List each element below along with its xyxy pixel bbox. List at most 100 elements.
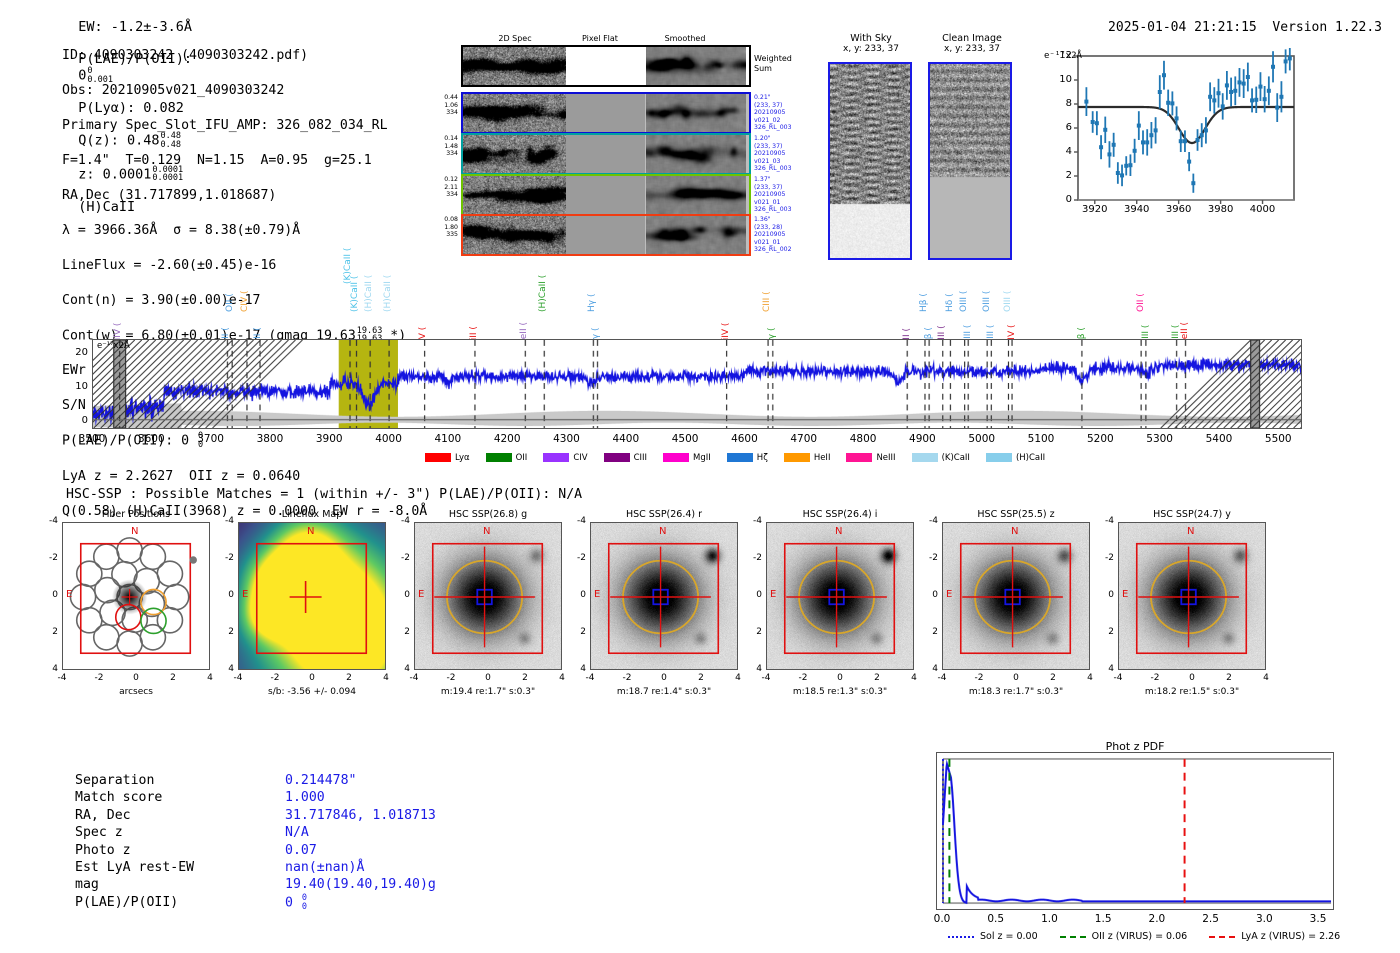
- spec2d-title-2dspec: 2D Spec: [498, 34, 532, 43]
- cutout-xtick: 2: [1226, 673, 1232, 683]
- cutout-caption: m:18.5 re:1.3" s:0.3": [792, 687, 888, 697]
- match-label: Spec z: [75, 825, 123, 841]
- compass-east: E: [594, 589, 601, 600]
- header-z-label: z: 0.0001: [78, 166, 152, 183]
- table-row: RA, Dec 31.717846, 1.018713: [75, 807, 436, 824]
- cutout-image: [590, 522, 738, 670]
- compass-north: N: [131, 526, 139, 537]
- cutout-ytick: -2: [225, 553, 234, 563]
- cutout-xtick: 2: [346, 673, 352, 683]
- cutout-ytick: -4: [577, 516, 586, 526]
- clean-image-coords: x, y: 233, 37: [944, 44, 1000, 54]
- spec2d-title-pixelflat: Pixel Flat: [582, 34, 618, 43]
- line-profile-ytick: 4: [1065, 146, 1072, 157]
- match-value: 31.717846, 1.018713: [285, 807, 436, 823]
- spec2d-row-right-label: 1.36" (233, 28) 20210905 v021_01 326_RL_…: [754, 216, 792, 254]
- table-row: Separation 0.214478": [75, 772, 436, 789]
- clean-image-image: [928, 62, 1012, 260]
- cutout-xtick: 4: [1087, 673, 1093, 683]
- info-line-primary-spec: Primary Spec_Slot_IFU_AMP: 326_082_034_R…: [62, 118, 388, 134]
- cutout-ytick: 4: [1108, 664, 1114, 674]
- match-label: Est LyA rest-EW: [75, 860, 195, 876]
- info-line-contn: Cont(n) = 3.90(±0.00)e-17: [62, 292, 261, 308]
- photz-xtick: 3.0: [1255, 913, 1273, 925]
- cutout-caption: arcsecs: [119, 687, 153, 697]
- line-profile-units: e⁻¹⁷x2Å: [1044, 51, 1082, 61]
- with-sky-coords: x, y: 233, 37: [843, 44, 899, 54]
- cutout-xtick: 0: [837, 673, 843, 683]
- cutout-ytick: 0: [756, 590, 762, 600]
- line-profile-xtick: 3920: [1082, 204, 1108, 215]
- cutout-ytick: -4: [929, 516, 938, 526]
- cutout-xtick: -2: [798, 673, 808, 683]
- spectrum-xtick: 5100: [1027, 433, 1055, 445]
- cutout-ytick: 4: [52, 664, 58, 674]
- cutout-ytick: 2: [404, 627, 410, 637]
- cutout-ytick: 4: [580, 664, 586, 674]
- cutout-image: [1118, 522, 1266, 670]
- spectrum-xtick: 4400: [612, 433, 640, 445]
- cutout-ytick: 0: [580, 590, 586, 600]
- cutout-ytick: 2: [756, 627, 762, 637]
- info-line-redshifts: LyA z = 2.2627 OII z = 0.0640: [62, 468, 301, 484]
- cutout-xtick: -4: [57, 673, 67, 683]
- spectrum-plot: [92, 339, 1302, 429]
- match-value: 0.214478": [285, 773, 357, 788]
- legend-swatch: [846, 453, 873, 462]
- spectrum-ytick: 0: [81, 414, 88, 426]
- match-label: Photo z: [75, 842, 131, 858]
- timestamp: 2025-01-04 21:21:15: [1108, 20, 1257, 35]
- match-label: Match score: [75, 790, 163, 806]
- legend-label: (H)CaII: [1015, 452, 1046, 463]
- legend-label: (K)CaII: [941, 452, 970, 463]
- cutout-ytick: 2: [52, 627, 58, 637]
- cutout-ytick: -2: [49, 553, 58, 563]
- spec2d-row-left-label: 0.14 1.48 334: [444, 135, 458, 158]
- spectrum-xtick: 4700: [790, 433, 818, 445]
- compass-east: E: [1122, 589, 1129, 600]
- photz-title: Phot z PDF: [1105, 740, 1165, 753]
- header-qz-label: Q(z): 0.48: [78, 132, 160, 149]
- spec2d-row-right-label: 1.20" (233, 37) 20210905 v021_03 326_RL_…: [754, 135, 792, 173]
- compass-north: N: [307, 526, 315, 537]
- photz-xtick: 2.0: [1148, 913, 1166, 925]
- legend-swatch: [663, 453, 690, 462]
- spectrum-xtick: 4000: [375, 433, 402, 445]
- cutout-ytick: 0: [228, 590, 234, 600]
- info-line-obs: Obs: 20210905v021_4090303242: [62, 83, 285, 99]
- header-plae-label: P(LAE)/P(OII):: [78, 51, 193, 67]
- cutout-image: [414, 522, 562, 670]
- header-ew: EW: -1.2±-3.6Å: [78, 19, 193, 35]
- line-profile-ytick: 6: [1065, 122, 1072, 133]
- cutout-title: Fiber Positions: [101, 509, 171, 520]
- hsc-summary: HSC-SSP : Possible Matches = 1 (within +…: [66, 487, 583, 502]
- cutout-ytick: 0: [52, 590, 58, 600]
- line-profile-ytick: 8: [1065, 98, 1072, 109]
- spectrum-xtick: 5200: [1086, 433, 1114, 445]
- spectrum-line-label: CIII (: [762, 291, 773, 312]
- cutout-xtick: -2: [1150, 673, 1160, 683]
- cutout-ytick: 4: [228, 664, 234, 674]
- compass-east: E: [418, 589, 425, 600]
- legend-label: HeII: [813, 452, 831, 463]
- photz-xtick: 0.5: [987, 913, 1005, 925]
- legend-swatch: [985, 453, 1012, 462]
- spec2d-weighted-sum-row: [461, 45, 751, 87]
- legend-label: OII: [515, 452, 528, 463]
- table-row: Match score 1.000: [75, 789, 436, 806]
- cutout-xtick: 0: [661, 673, 667, 683]
- header-plae-sup: 0: [87, 66, 93, 76]
- match-table: Separation 0.214478" Match score 1.000 RA, D…: [75, 772, 436, 912]
- compass-east: E: [946, 589, 953, 600]
- spectrum-xtick: 4500: [671, 433, 699, 445]
- cutout-ytick: 4: [404, 664, 410, 674]
- spectrum-xtick: 5000: [968, 433, 996, 445]
- cutout-xtick: 2: [874, 673, 880, 683]
- spectrum-line-label: OII (: [225, 293, 236, 312]
- legend-label: NeIII: [876, 452, 896, 463]
- cutout-xtick: 2: [698, 673, 704, 683]
- cutout-caption: m:18.3 re:1.7" s:0.3": [968, 687, 1064, 697]
- cutout-xtick: -2: [974, 673, 984, 683]
- match-label: mag: [75, 877, 99, 893]
